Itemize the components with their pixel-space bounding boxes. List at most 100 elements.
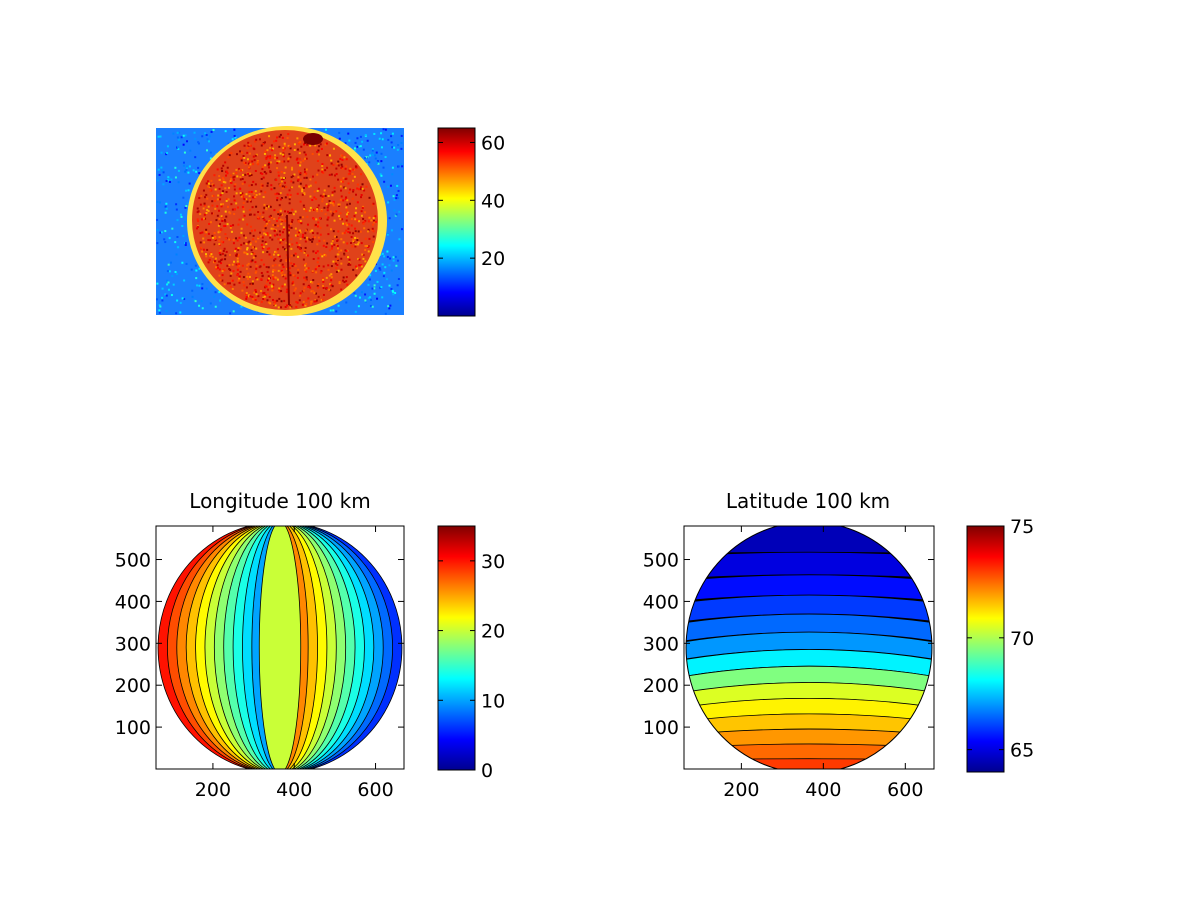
- disk-noise-pixel: [268, 221, 271, 224]
- disk-noise-pixel: [356, 219, 359, 222]
- disk-noise-pixel: [266, 299, 269, 302]
- disk-noise-pixel: [222, 164, 225, 167]
- disk-noise-pixel: [266, 250, 269, 253]
- disk-noise-pixel: [276, 192, 279, 195]
- y-tick-label: 400: [115, 591, 151, 613]
- disk-noise-pixel: [291, 243, 294, 246]
- disk-noise-pixel: [284, 210, 287, 213]
- disk-noise-pixel: [245, 198, 248, 201]
- disk-noise-pixel: [250, 252, 253, 255]
- disk-noise-pixel: [231, 263, 234, 266]
- disk-noise-pixel: [303, 268, 306, 271]
- disk-noise-pixel: [358, 264, 361, 267]
- noise-pixel: [179, 301, 182, 304]
- disk-noise-pixel: [312, 250, 315, 253]
- noise-pixel: [214, 305, 217, 308]
- disk-noise-pixel: [345, 215, 348, 218]
- disk-noise-pixel: [200, 194, 203, 197]
- noise-pixel: [329, 309, 332, 312]
- disk-noise-pixel: [309, 238, 312, 241]
- disk-noise-pixel: [216, 205, 219, 208]
- noise-pixel: [389, 257, 392, 260]
- disk-noise-pixel: [319, 253, 322, 256]
- noise-pixel: [170, 294, 173, 297]
- disk-noise-pixel: [314, 144, 317, 147]
- disk-noise-pixel: [272, 277, 275, 280]
- disk-noise-pixel: [247, 172, 250, 175]
- disk-noise-pixel: [323, 239, 326, 242]
- image-disk: [192, 130, 378, 310]
- disk-noise-pixel: [338, 250, 341, 253]
- disk-noise-pixel: [233, 283, 236, 286]
- disk-noise-pixel: [268, 247, 271, 250]
- disk-noise-pixel: [286, 304, 289, 307]
- disk-noise-pixel: [294, 265, 297, 268]
- disk-noise-pixel: [303, 168, 306, 171]
- noise-pixel: [182, 143, 185, 146]
- disk-noise-pixel: [294, 287, 297, 290]
- disk-noise-pixel: [247, 272, 250, 275]
- noise-pixel: [168, 181, 171, 184]
- disk-noise-pixel: [292, 254, 295, 257]
- disk-noise-pixel: [324, 213, 327, 216]
- disk-noise-pixel: [246, 246, 249, 249]
- disk-noise-pixel: [266, 182, 269, 185]
- disk-noise-pixel: [254, 154, 257, 157]
- disk-noise-pixel: [300, 250, 303, 253]
- noise-pixel: [392, 259, 395, 262]
- noise-pixel: [168, 177, 171, 180]
- noise-pixel: [375, 151, 378, 154]
- disk-noise-pixel: [305, 302, 308, 305]
- noise-pixel: [195, 170, 198, 173]
- disk-noise-pixel: [238, 277, 241, 280]
- noise-pixel: [195, 277, 198, 280]
- disk-noise-pixel: [311, 199, 314, 202]
- disk-noise-pixel: [272, 287, 275, 290]
- disk-noise-pixel: [292, 213, 295, 216]
- disk-noise-pixel: [318, 265, 321, 268]
- noise-pixel: [176, 236, 179, 239]
- disk-noise-pixel: [354, 236, 357, 239]
- disk-noise-pixel: [296, 192, 299, 195]
- disk-noise-pixel: [219, 279, 222, 282]
- noise-pixel: [372, 154, 375, 157]
- disk-noise-pixel: [346, 283, 349, 286]
- disk-noise-pixel: [315, 292, 318, 295]
- disk-noise-pixel: [262, 251, 265, 254]
- disk-noise-pixel: [247, 141, 250, 144]
- disk-noise-pixel: [260, 190, 263, 193]
- disk-noise-pixel: [254, 290, 257, 293]
- noise-pixel: [371, 152, 374, 155]
- disk-noise-pixel: [206, 197, 209, 200]
- disk-noise-pixel: [287, 144, 290, 147]
- disk-noise-pixel: [270, 188, 273, 191]
- disk-noise-pixel: [242, 276, 245, 279]
- noise-pixel: [158, 173, 161, 176]
- noise-pixel: [156, 218, 159, 221]
- disk-noise-pixel: [360, 214, 363, 217]
- disk-noise-pixel: [291, 168, 294, 171]
- disk-noise-pixel: [303, 193, 306, 196]
- disk-noise-pixel: [279, 233, 282, 236]
- disk-noise-pixel: [318, 145, 321, 148]
- noise-pixel: [383, 271, 386, 274]
- disk-noise-pixel: [342, 177, 345, 180]
- disk-noise-pixel: [342, 276, 345, 279]
- disk-noise-pixel: [262, 297, 265, 300]
- disk-noise-pixel: [249, 265, 252, 268]
- noise-pixel: [397, 277, 400, 280]
- disk-noise-pixel: [289, 272, 292, 275]
- disk-noise-pixel: [261, 184, 264, 187]
- disk-noise-pixel: [211, 200, 214, 203]
- disk-noise-pixel: [312, 217, 315, 220]
- disk-noise-pixel: [359, 230, 362, 233]
- disk-noise-pixel: [352, 238, 355, 241]
- disk-noise-pixel: [279, 192, 282, 195]
- noise-pixel: [395, 194, 398, 197]
- disk-noise-pixel: [225, 215, 228, 218]
- disk-noise-pixel: [326, 166, 329, 169]
- disk-noise-pixel: [299, 237, 302, 240]
- disk-noise-pixel: [322, 277, 325, 280]
